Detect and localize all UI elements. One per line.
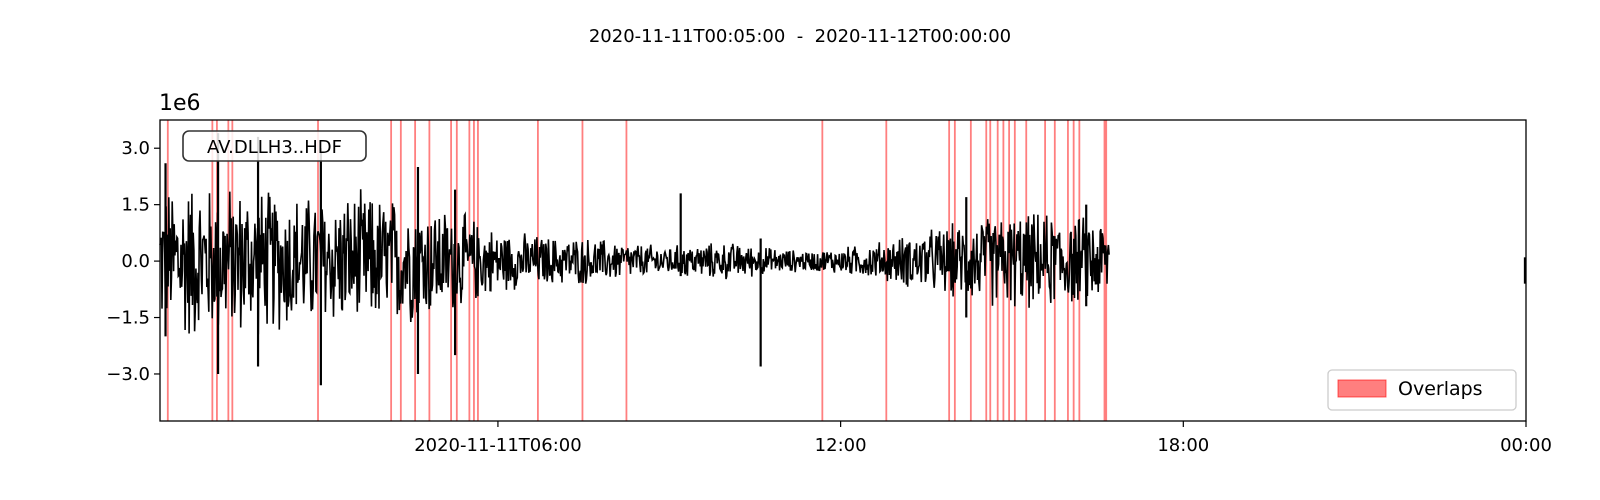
page-title: 2020-11-11T00:05:00 - 2020-11-12T00:00:0…: [588, 26, 1012, 47]
x-tick-label: 12:00: [815, 435, 867, 456]
x-tick-label: 00:00: [1500, 435, 1552, 456]
y-tick-label: 3.0: [121, 138, 150, 159]
trace-layer: [159, 133, 1526, 386]
y-tick-label: 1.5: [121, 195, 150, 216]
plot-frame: [159, 119, 1527, 422]
y-tick-label: −3.0: [106, 364, 150, 385]
trace-label: AV.DLLH3..HDF: [207, 137, 342, 158]
trace-label-box: AV.DLLH3..HDF: [182, 130, 367, 162]
y-tick-label: 0.0: [121, 251, 150, 272]
y-tick-label: −1.5: [106, 308, 150, 329]
x-axis: 2020-11-11T06:00 12:00 18:00 00:00: [414, 421, 1552, 456]
x-tick-label: 2020-11-11T06:00: [414, 435, 581, 456]
y-axis: 3.0 1.5 0.0 −1.5 −3.0: [106, 138, 160, 385]
trace-line: [159, 189, 1110, 335]
legend-label-overlaps: Overlaps: [1398, 378, 1483, 400]
legend: Overlaps: [1327, 369, 1517, 411]
legend-swatch-overlaps: [1337, 379, 1387, 398]
x-tick-label: 18:00: [1157, 435, 1209, 456]
y-scale-label: 1e6: [159, 91, 201, 116]
